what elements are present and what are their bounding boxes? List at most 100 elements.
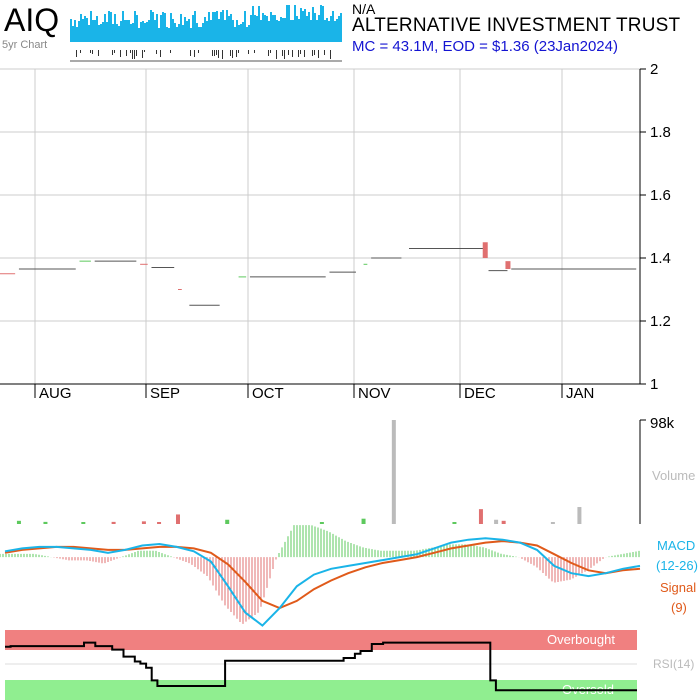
sparkline-bar (310, 20, 312, 42)
sparkline-volume-tick (90, 50, 91, 53)
price-series (0, 242, 637, 306)
sparkline-bar (332, 11, 334, 42)
sparkline-bar (270, 12, 272, 42)
sparkline-bar (134, 11, 136, 42)
sparkline-bar (232, 20, 234, 42)
sparkline-bar (330, 16, 332, 42)
sparkline-bar (276, 20, 278, 42)
sparkline-bar (82, 19, 84, 42)
sparkline-volume-tick (236, 50, 237, 57)
volume-bar (16, 520, 21, 524)
sparkline-bar (188, 19, 190, 42)
sparkline-bar (174, 23, 176, 42)
sparkline-bar (254, 15, 256, 42)
sparkline-bar (112, 24, 114, 42)
sparkline-bar (316, 20, 318, 42)
sparkline-bar (238, 25, 240, 42)
sparkline-bar (118, 26, 120, 42)
sparkline-bar (70, 19, 72, 42)
sparkline-bar (128, 20, 130, 42)
price-y-tick-label: 1.8 (650, 124, 671, 141)
volume-bar (391, 420, 396, 524)
sparkline-bar (196, 23, 198, 42)
sparkline-volume-tick (268, 50, 269, 56)
sparkline-volume-tick (218, 50, 219, 58)
sparkline-bar (226, 10, 228, 42)
month-label: SEP (150, 385, 180, 402)
sparkline-bar (180, 14, 182, 42)
sparkline-bar (224, 20, 226, 42)
sparkline-volume-tick (170, 50, 171, 53)
volume-label: Volume (652, 468, 695, 483)
price-y-axis: 2 1.8 1.6 1.4 1.2 1 (639, 61, 671, 393)
sparkline-bar (304, 9, 306, 42)
volume-bar (157, 522, 162, 524)
rsi-label: RSI(14) (653, 657, 694, 671)
sparkline-volume-tick (212, 50, 213, 56)
sparkline-volume-tick (136, 50, 137, 56)
sparkline-bar (100, 24, 102, 42)
sparkline-bar (72, 26, 74, 42)
sparkline-volume-tick (130, 50, 131, 53)
sparkline-bar (130, 24, 132, 42)
month-label: AUG (39, 385, 72, 402)
sparkline-volume-tick (282, 50, 283, 56)
sparkline-bar (318, 15, 320, 42)
volume-bar (501, 520, 506, 524)
sparkline-bar (176, 27, 178, 42)
sparkline-bar (312, 7, 314, 42)
volume-bar (361, 518, 366, 524)
sparkline-bar (280, 17, 282, 42)
sparkline-bar (214, 12, 216, 42)
month-label: OCT (252, 385, 284, 402)
sparkline-volume-tick (238, 50, 239, 53)
signal-label: Signal (660, 580, 696, 595)
volume-bar (550, 522, 555, 524)
sparkline-bar (336, 19, 338, 42)
sparkline-volume-tick (312, 50, 313, 56)
sparkline-bar (138, 28, 140, 42)
macd-label: MACD (657, 538, 695, 553)
sparkline-bar (170, 13, 172, 42)
sparkline-volume-tick (190, 50, 191, 56)
sparkline-volume-tick (98, 50, 99, 56)
ticker-symbol: AIQ (4, 2, 60, 38)
volume-bar (111, 521, 116, 524)
price-candle (482, 242, 488, 258)
sparkline-bar (298, 19, 300, 42)
sparkline-bar (306, 16, 308, 42)
volume-bar (452, 522, 457, 524)
volume-bar (175, 514, 180, 524)
sparkline-bar (308, 12, 310, 42)
sparkline-bar (338, 16, 340, 42)
sparkline-volume-tick (144, 50, 145, 52)
sparkline-volume-tick (194, 50, 195, 57)
sparkline-volume-tick (92, 50, 93, 54)
sparkline-bar (94, 20, 96, 42)
sparkline-volume-tick (314, 50, 315, 55)
volume-bar (225, 519, 230, 524)
sparkline-volume-tick (76, 50, 77, 57)
five-year-chart-label: 5yr Chart (2, 39, 48, 51)
sparkline-volume-tick (300, 50, 301, 54)
sparkline-bar (166, 27, 168, 42)
sparkline-bar (262, 13, 264, 42)
volume-bar (494, 519, 499, 524)
sparkline-bar (124, 20, 126, 42)
sparkline-bar (96, 16, 98, 42)
month-label: DEC (464, 385, 496, 402)
sparkline-bar (212, 12, 214, 42)
signal-param-label: (9) (671, 600, 687, 615)
month-label: NOV (358, 385, 391, 402)
sparkline-bar (88, 25, 90, 42)
sparkline-bar (142, 21, 144, 42)
sparkline-bar (246, 27, 248, 42)
volume-panel: 98k Volume (16, 415, 695, 524)
sparkline-bar (144, 23, 146, 42)
sparkline-bar (248, 25, 250, 42)
volume-max-label: 98k (650, 415, 675, 432)
sparkline-bar (216, 11, 218, 42)
sparkline-bar (292, 20, 294, 42)
sparkline-bar (164, 13, 166, 42)
